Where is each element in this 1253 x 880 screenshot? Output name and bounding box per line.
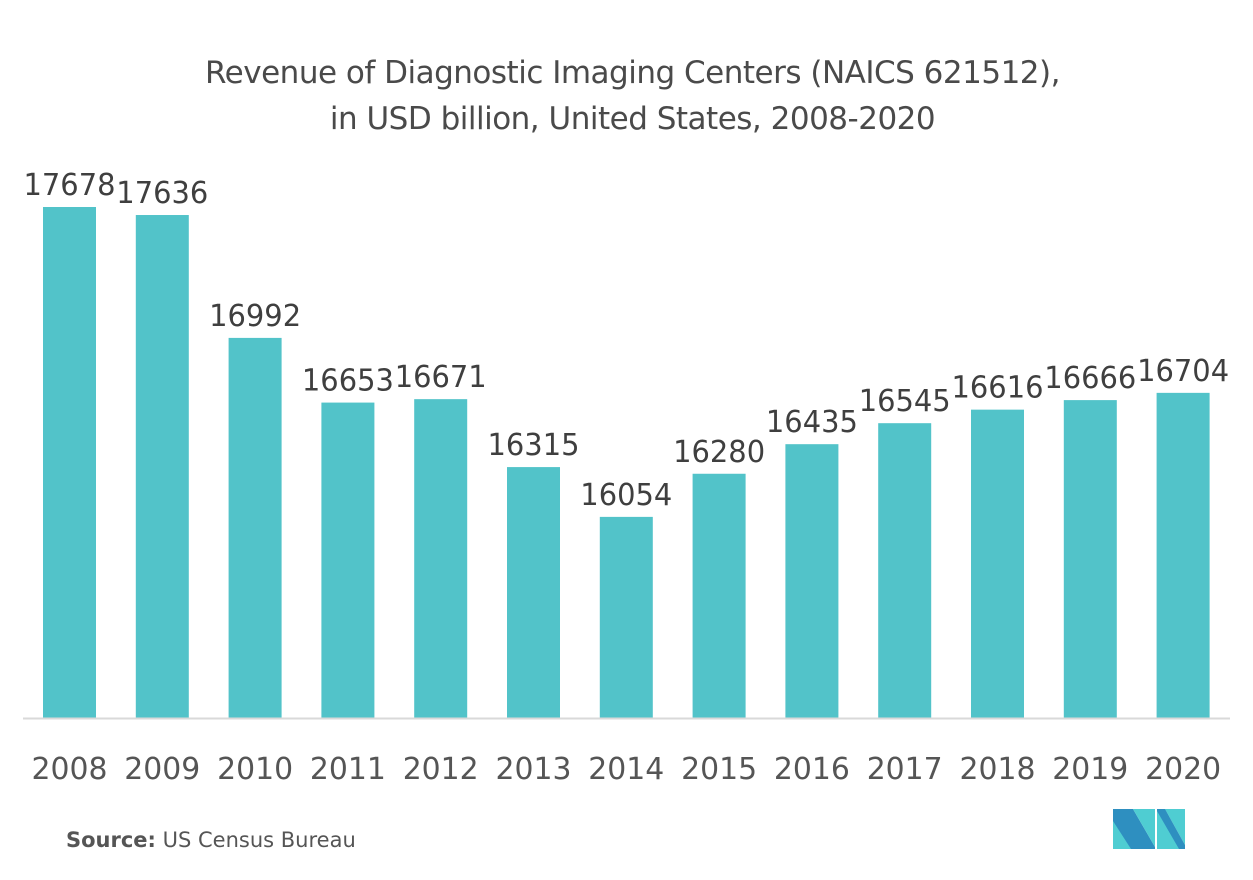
- brand-logo-icon: [1113, 809, 1185, 849]
- x-tick-label-2019: 2019: [1052, 752, 1128, 787]
- bar-2013: [507, 467, 560, 718]
- x-tick-label-2012: 2012: [403, 752, 479, 787]
- data-label-2018: 16616: [952, 371, 1044, 406]
- bar-2012: [414, 399, 468, 718]
- data-label-2016: 16435: [766, 405, 858, 440]
- data-label-2019: 16666: [1044, 361, 1136, 396]
- data-label-2010: 16992: [209, 299, 301, 334]
- bar-2020: [1156, 392, 1210, 718]
- bar-2016: [785, 444, 839, 718]
- x-tick-label-2009: 2009: [124, 752, 200, 787]
- x-tick-label-2011: 2011: [310, 752, 386, 787]
- data-label-2014: 16054: [580, 478, 672, 513]
- x-tick-label-2016: 2016: [774, 752, 850, 787]
- source-text: US Census Bureau: [155, 828, 356, 852]
- x-tick-label-2020: 2020: [1145, 752, 1221, 787]
- data-label-2017: 16545: [859, 384, 951, 419]
- source-label: Source:: [66, 828, 156, 852]
- source-note: Source: US Census Bureau: [66, 828, 356, 852]
- x-tick-label-2010: 2010: [217, 752, 293, 787]
- bar-2015: [692, 473, 746, 718]
- x-tick-label-2008: 2008: [32, 752, 108, 787]
- chart-title-line-2: in USD billion, United States, 2008-2020: [329, 101, 936, 137]
- chart-title-line-1: Revenue of Diagnostic Imaging Centers (N…: [205, 55, 1060, 91]
- bar-2014: [599, 516, 653, 718]
- x-tick-label-2014: 2014: [588, 752, 664, 787]
- bar-2011: [321, 402, 375, 718]
- bar-2008: [43, 207, 96, 718]
- bar-2017: [878, 423, 932, 718]
- bar-2019: [1063, 400, 1117, 718]
- data-label-2020: 16704: [1137, 354, 1229, 389]
- data-label-2009: 17636: [116, 176, 208, 211]
- bar-2009: [135, 215, 189, 718]
- data-label-2015: 16280: [673, 435, 765, 470]
- data-label-2011: 16653: [302, 364, 394, 399]
- data-label-2008: 17678: [24, 168, 116, 203]
- x-tick-label-2015: 2015: [681, 752, 757, 787]
- chart-title: Revenue of Diagnostic Imaging Centers (N…: [0, 50, 1253, 142]
- bar-2010: [228, 337, 282, 718]
- x-tick-label-2013: 2013: [496, 752, 572, 787]
- data-label-2013: 16315: [488, 428, 580, 463]
- data-label-2012: 16671: [395, 360, 487, 395]
- bar-2018: [971, 409, 1024, 718]
- x-tick-label-2018: 2018: [960, 752, 1036, 787]
- x-tick-label-2017: 2017: [867, 752, 943, 787]
